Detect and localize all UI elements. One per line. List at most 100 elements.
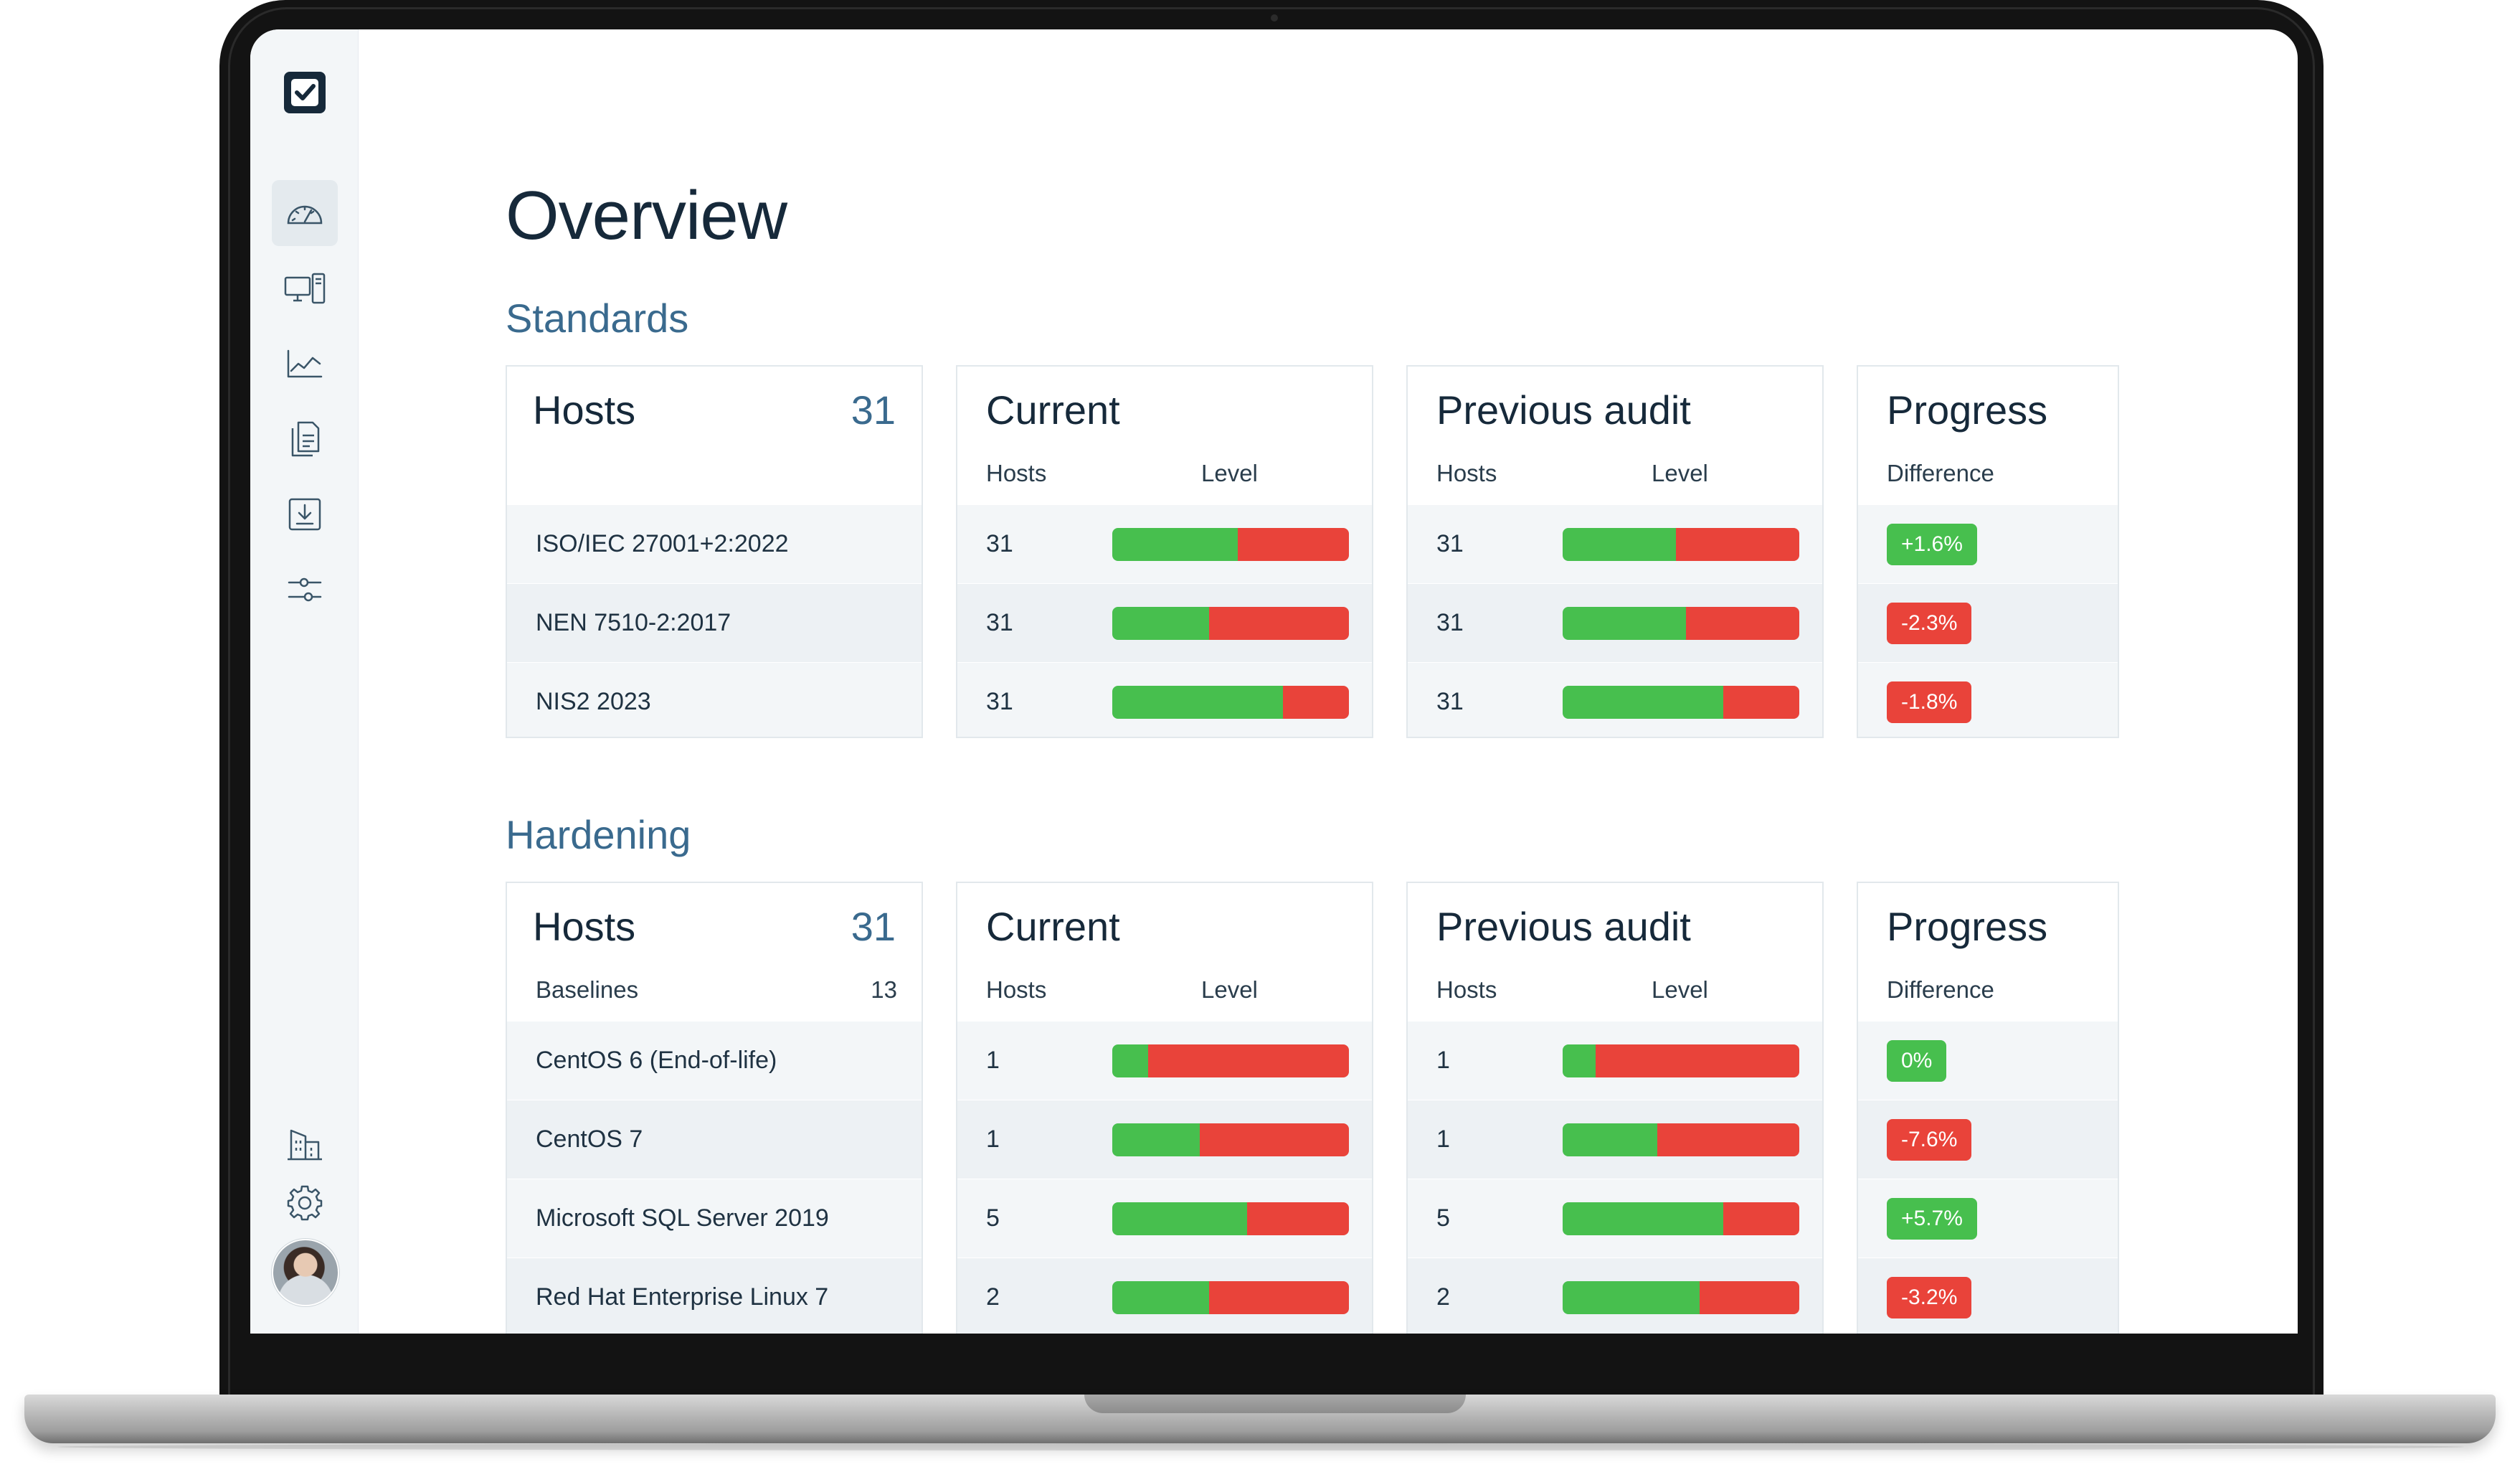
standards-hosts-card: Hosts 31 ISO/IEC 27001+2:2022 NEN 7510-2… [506,365,923,738]
table-row[interactable]: -1.8% [1858,662,2118,737]
table-row[interactable]: 2 [1408,1258,1822,1334]
download-icon [288,498,321,531]
difference-badge: 0% [1887,1040,1947,1082]
table-row[interactable]: 1 [957,1021,1372,1100]
table-row[interactable]: +1.6% [1858,504,2118,583]
camera [1271,14,1278,22]
line-chart-icon [287,349,323,378]
section-title-standards: Standards [506,296,689,341]
laptop-base [24,1395,2496,1443]
avatar[interactable] [272,1239,339,1306]
table-row[interactable]: -2.3% [1858,583,2118,662]
table-row[interactable]: CentOS 6 (End-of-life) [507,1021,922,1100]
host-count: 2 [1436,1283,1450,1311]
col-label-hosts: Hosts [1436,460,1497,486]
level-bar-pass [1563,1123,1657,1156]
difference-badge: +5.7% [1887,1198,1977,1240]
level-bar [1112,607,1349,640]
table-row[interactable]: 31 [1408,583,1822,662]
checkbox-logo-icon[interactable] [284,72,326,113]
level-bar-fail [1596,1044,1799,1077]
nav-reports[interactable] [272,331,338,397]
difference-badge: -3.2% [1887,1277,1972,1318]
card-title: Current [986,387,1120,433]
card-header: Progress Difference [1858,883,2118,1021]
baseline-name: CentOS 6 (End-of-life) [536,1047,777,1074]
table-row[interactable]: +5.7% [1858,1179,2118,1258]
table-row[interactable]: 1 [1408,1100,1822,1179]
table-row[interactable]: 31 [1408,504,1822,583]
level-bar-pass [1563,1202,1724,1235]
host-count: 31 [1436,688,1464,715]
nav-filters[interactable] [272,557,338,623]
table-row[interactable]: ISO/IEC 27001+2:2022 [507,504,922,583]
laptop-notch [1084,1395,1466,1413]
level-bar-pass [1112,1123,1200,1156]
table-row[interactable]: 31 [1408,662,1822,737]
table-row[interactable]: 31 [957,662,1372,737]
level-bar [1563,1202,1799,1235]
hardening-current-card: Current Hosts Level 1 1 5 2 [956,882,1373,1334]
table-row[interactable]: Microsoft SQL Server 2019 [507,1179,922,1258]
gauge-icon [287,205,323,225]
level-bar-pass [1112,1202,1248,1235]
table-row[interactable]: 5 [1408,1179,1822,1258]
difference-badge: -7.6% [1887,1119,1972,1161]
level-bar [1563,1123,1799,1156]
card-title: Progress [1887,387,2048,433]
nav-dashboard[interactable] [272,180,338,246]
level-bar-fail [1282,686,1349,719]
card-title: Current [986,904,1120,949]
level-bar [1112,686,1349,719]
nav-documents[interactable] [272,406,338,472]
host-count: 2 [986,1283,1000,1311]
card-header: Current Hosts Level [957,883,1372,1021]
table-row[interactable]: 31 [957,504,1372,583]
level-bar-fail [1200,1123,1349,1156]
table-row[interactable]: 1 [957,1100,1372,1179]
table-row[interactable]: NEN 7510-2:2017 [507,583,922,662]
card-title: Previous audit [1436,387,1691,433]
standards-previous-audit-card: Previous audit Hosts Level 31 31 31 [1406,365,1824,738]
host-count: 1 [986,1047,1000,1074]
host-count: 31 [986,530,1013,557]
table-row[interactable]: 0% [1858,1021,2118,1100]
table-row[interactable]: NIS2 2023 [507,662,922,737]
laptop-shadow [57,1443,2464,1450]
sidebar [250,29,359,1334]
nav-hosts[interactable] [272,255,338,321]
host-count: 5 [1436,1204,1450,1232]
baseline-name: Red Hat Enterprise Linux 7 [536,1283,829,1311]
table-row[interactable]: 31 [957,583,1372,662]
table-row[interactable]: -7.6% [1858,1100,2118,1179]
level-bar-pass [1563,607,1686,640]
table-row[interactable]: Red Hat Enterprise Linux 7 [507,1258,922,1334]
nav-settings[interactable] [272,1170,338,1236]
table-row[interactable]: 1 [1408,1021,1822,1100]
level-bar-fail [1209,607,1349,640]
col-label-difference: Difference [1887,976,1994,1003]
card-title: Hosts [533,904,636,949]
difference-badge: +1.6% [1887,524,1977,565]
nav-downloads[interactable] [272,481,338,547]
level-bar-fail [1723,1202,1799,1235]
nav-organization[interactable] [272,1111,338,1177]
level-bar [1563,1044,1799,1077]
host-count: 1 [986,1126,1000,1153]
level-bar [1112,1281,1349,1314]
devices-icon [284,273,326,304]
table-row[interactable]: -3.2% [1858,1258,2118,1334]
level-bar-pass [1112,607,1210,640]
level-bar-fail [1657,1123,1799,1156]
table-row[interactable]: CentOS 7 [507,1100,922,1179]
level-bar-pass [1563,1044,1596,1077]
table-row[interactable]: 2 [957,1258,1372,1334]
level-bar-pass [1563,528,1677,561]
host-count: 31 [1436,530,1464,557]
level-bar [1112,1123,1349,1156]
standards-current-card: Current Hosts Level 31 31 31 [956,365,1373,738]
card-title: Progress [1887,904,2048,949]
table-row[interactable]: 5 [957,1179,1372,1258]
level-bar-pass [1112,686,1283,719]
difference-badge: -2.3% [1887,603,1972,644]
